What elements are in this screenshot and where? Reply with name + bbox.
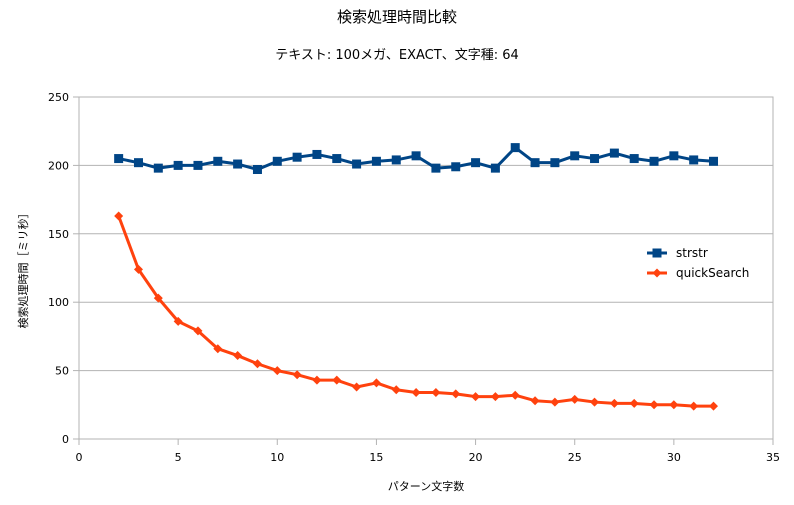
y-tick-label: 50 xyxy=(55,365,69,378)
legend-label: quickSearch xyxy=(676,266,749,280)
legend: strstr quickSearch xyxy=(647,246,749,280)
data-point-strstr xyxy=(689,155,699,165)
data-point-quickSearch xyxy=(332,375,342,385)
x-tick-label: 25 xyxy=(568,451,582,464)
data-point-strstr xyxy=(451,162,461,172)
data-point-strstr xyxy=(609,148,619,158)
x-tick-label: 5 xyxy=(175,451,182,464)
x-tick-label: 20 xyxy=(469,451,483,464)
data-point-quickSearch xyxy=(153,293,163,303)
data-point-quickSearch xyxy=(213,344,223,354)
data-point-quickSearch xyxy=(114,211,124,221)
data-point-quickSearch xyxy=(391,385,401,395)
legend-item-strstr: strstr xyxy=(647,246,708,260)
data-point-quickSearch xyxy=(312,375,322,385)
x-tick-label: 15 xyxy=(369,451,383,464)
data-point-quickSearch xyxy=(352,382,362,392)
chart-subtitle: テキスト: 100メガ、EXACT、文字種: 64 xyxy=(275,47,519,63)
data-point-quickSearch xyxy=(193,326,203,336)
data-point-strstr xyxy=(530,158,540,168)
gridlines xyxy=(79,96,773,440)
y-tick-label: 150 xyxy=(48,228,69,241)
data-point-strstr xyxy=(510,143,520,153)
data-point-strstr xyxy=(193,160,203,170)
data-point-strstr xyxy=(590,154,600,164)
data-point-strstr xyxy=(114,154,124,164)
y-tick-label: 250 xyxy=(48,91,69,104)
y-tick-label: 200 xyxy=(48,159,69,172)
data-point-quickSearch xyxy=(451,389,461,399)
series-layer xyxy=(114,143,719,411)
data-point-quickSearch xyxy=(371,378,381,388)
data-point-quickSearch xyxy=(609,398,619,408)
data-point-quickSearch xyxy=(629,398,639,408)
data-point-strstr xyxy=(133,158,143,168)
legend-item-quickSearch: quickSearch xyxy=(647,266,749,280)
x-tick-label: 10 xyxy=(270,451,284,464)
series-line-quickSearch xyxy=(117,215,714,408)
data-point-quickSearch xyxy=(490,392,500,402)
data-point-quickSearch xyxy=(431,387,441,397)
x-tick-label: 0 xyxy=(76,451,83,464)
data-point-quickSearch xyxy=(471,392,481,402)
data-point-strstr xyxy=(352,159,362,169)
y-axis-title: 検索処理時間［ミリ秒］ xyxy=(16,208,30,329)
y-tick-label: 100 xyxy=(48,296,69,309)
x-axis-title: パターン文字数 xyxy=(388,479,464,493)
data-point-strstr xyxy=(391,155,401,165)
x-tick-label: 30 xyxy=(667,451,681,464)
data-point-strstr xyxy=(411,151,421,161)
data-point-strstr xyxy=(233,159,243,169)
data-point-strstr xyxy=(550,158,560,168)
data-point-quickSearch xyxy=(590,397,600,407)
data-point-quickSearch xyxy=(233,351,243,361)
data-point-quickSearch xyxy=(530,396,540,406)
data-point-quickSearch xyxy=(649,400,659,410)
series-quickSearch xyxy=(114,211,719,411)
legend-swatch-marker xyxy=(652,248,662,258)
data-point-strstr xyxy=(252,165,262,175)
data-point-quickSearch xyxy=(669,400,679,410)
legend-swatch-marker xyxy=(652,268,662,278)
data-point-strstr xyxy=(490,163,500,173)
data-point-strstr xyxy=(332,154,342,164)
data-point-quickSearch xyxy=(510,390,520,400)
data-point-quickSearch xyxy=(133,264,143,274)
x-tick-label: 35 xyxy=(766,451,780,464)
data-point-strstr xyxy=(272,156,282,166)
data-point-strstr xyxy=(629,154,639,164)
series-strstr xyxy=(114,143,719,175)
data-point-quickSearch xyxy=(550,397,560,407)
data-point-quickSearch xyxy=(252,359,262,369)
data-point-strstr xyxy=(153,163,163,173)
data-point-quickSearch xyxy=(689,401,699,411)
plot-area xyxy=(78,96,774,440)
data-point-strstr xyxy=(709,156,719,166)
legend-label: strstr xyxy=(676,246,708,260)
data-point-quickSearch xyxy=(570,394,580,404)
data-point-strstr xyxy=(213,156,223,166)
data-point-strstr xyxy=(173,160,183,170)
data-point-quickSearch xyxy=(709,401,719,411)
data-point-strstr xyxy=(371,156,381,166)
data-point-strstr xyxy=(570,151,580,161)
axis-ticks: 0 50 100 150 200 250 0 5 10 15 20 25 30 35 xyxy=(48,91,780,464)
data-point-strstr xyxy=(669,151,679,161)
chart-title: 検索処理時間比較 xyxy=(337,8,457,26)
data-point-strstr xyxy=(649,156,659,166)
data-point-quickSearch xyxy=(272,366,282,376)
data-point-strstr xyxy=(471,158,481,168)
data-point-quickSearch xyxy=(411,387,421,397)
data-point-strstr xyxy=(292,152,302,162)
data-point-quickSearch xyxy=(173,316,183,326)
data-point-strstr xyxy=(312,149,322,159)
data-point-strstr xyxy=(431,163,441,173)
data-point-quickSearch xyxy=(292,370,302,380)
y-tick-label: 0 xyxy=(62,433,69,446)
